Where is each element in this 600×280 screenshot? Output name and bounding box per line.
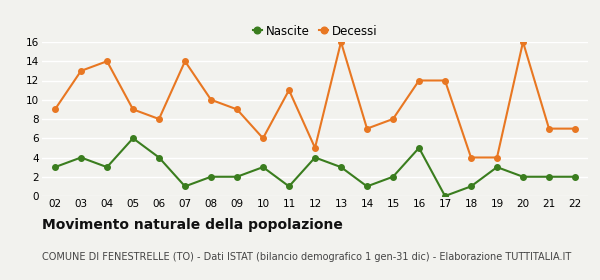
- Nascite: [571, 175, 578, 178]
- Decessi: [208, 98, 215, 101]
- Decessi: [493, 156, 500, 159]
- Nascite: [103, 165, 110, 169]
- Line: Decessi: Decessi: [52, 39, 578, 160]
- Decessi: [571, 127, 578, 130]
- Nascite: [77, 156, 85, 159]
- Nascite: [52, 165, 59, 169]
- Nascite: [415, 146, 422, 150]
- Nascite: [389, 175, 397, 178]
- Nascite: [337, 165, 344, 169]
- Nascite: [233, 175, 241, 178]
- Decessi: [233, 108, 241, 111]
- Decessi: [337, 40, 344, 44]
- Decessi: [286, 88, 293, 92]
- Decessi: [77, 69, 85, 73]
- Decessi: [103, 60, 110, 63]
- Nascite: [259, 165, 266, 169]
- Text: COMUNE DI FENESTRELLE (TO) - Dati ISTAT (bilancio demografico 1 gen-31 dic) - El: COMUNE DI FENESTRELLE (TO) - Dati ISTAT …: [42, 252, 571, 262]
- Decessi: [520, 40, 527, 44]
- Decessi: [545, 127, 553, 130]
- Line: Nascite: Nascite: [52, 136, 578, 199]
- Text: Movimento naturale della popolazione: Movimento naturale della popolazione: [42, 218, 343, 232]
- Decessi: [442, 79, 449, 82]
- Decessi: [364, 127, 371, 130]
- Decessi: [415, 79, 422, 82]
- Nascite: [155, 156, 163, 159]
- Decessi: [311, 146, 319, 150]
- Legend: Nascite, Decessi: Nascite, Decessi: [248, 20, 382, 43]
- Nascite: [181, 185, 188, 188]
- Nascite: [130, 137, 137, 140]
- Nascite: [493, 165, 500, 169]
- Decessi: [181, 60, 188, 63]
- Decessi: [389, 117, 397, 121]
- Nascite: [467, 185, 475, 188]
- Nascite: [520, 175, 527, 178]
- Nascite: [364, 185, 371, 188]
- Nascite: [286, 185, 293, 188]
- Decessi: [467, 156, 475, 159]
- Decessi: [52, 108, 59, 111]
- Decessi: [130, 108, 137, 111]
- Nascite: [208, 175, 215, 178]
- Nascite: [442, 194, 449, 198]
- Nascite: [311, 156, 319, 159]
- Decessi: [155, 117, 163, 121]
- Nascite: [545, 175, 553, 178]
- Decessi: [259, 137, 266, 140]
